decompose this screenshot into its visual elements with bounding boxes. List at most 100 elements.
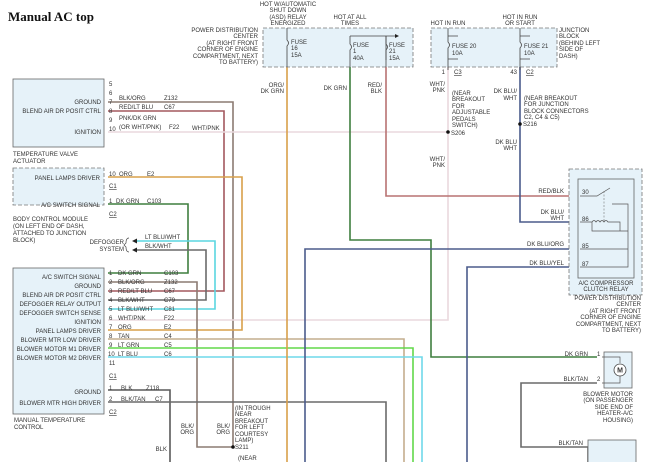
fuse-icon	[385, 36, 388, 67]
component-label: MANUAL TEMPERATURE	[14, 418, 85, 424]
diagram-label: ORG	[180, 430, 194, 436]
diagram-label: (ON PASSENGER	[583, 398, 633, 404]
diagram-label: BLK/	[181, 424, 194, 430]
diagram-label: WHT	[503, 96, 517, 102]
diagram-label: C103	[164, 271, 179, 277]
diagram-label: PANEL LAMPS DRIVER	[36, 329, 102, 335]
diagram-label: S216	[523, 122, 538, 128]
component-label: ATTACHED TO JUNCTION	[13, 231, 86, 237]
wire-dk-blu-wht	[519, 67, 576, 223]
diagram-label: HOT W/AUTOMATIC	[260, 2, 317, 8]
wire-label: PNK/DK GRN	[119, 116, 156, 122]
diagram-label: 1	[597, 352, 601, 358]
wire-label: (OR WHT/PNK)	[119, 125, 161, 131]
wire-blk-tan-c7	[108, 401, 387, 462]
diagram-label: BLK/TAN	[558, 441, 583, 447]
splice-s206: (NEAR BREAKOUT FOR ADJUSTABLE PEDALS SWI…	[430, 91, 491, 169]
wire-org-e2	[108, 176, 243, 331]
motor-icon	[613, 363, 627, 377]
component-label: BODY CONTROL MODULE	[13, 217, 88, 223]
diagram-label: PNK	[433, 163, 445, 169]
diagram-label: SIDE END OF	[595, 405, 634, 411]
wire-label: LT BLU/WHT	[145, 235, 180, 241]
pin-number: 10	[109, 127, 116, 133]
diagram-label: ORG	[118, 325, 132, 331]
diagram-label: 2	[109, 280, 113, 286]
diagram-label: BLOWER MTR LOW DRIVER	[21, 338, 102, 344]
diagram-label: 5	[109, 307, 113, 313]
diagram-label: (BEHIND LEFT	[559, 41, 600, 47]
diagram-label: BLK	[121, 386, 132, 392]
diagram-label: FUSE 20	[452, 44, 477, 50]
wire-dk-grn-c103	[108, 203, 189, 274]
diagram-label: FUSE	[291, 40, 307, 46]
diagram-label: DK GRN	[565, 352, 588, 358]
diagram-label: RED/LT BLU	[118, 289, 152, 295]
diagram-label: 10	[108, 352, 115, 358]
diagram-label: (AT RIGHT FRONT	[206, 41, 258, 47]
diagram-label: BLK	[156, 447, 167, 453]
diagram-label: TIMES	[341, 21, 359, 27]
diagram-label: FOR	[452, 104, 465, 110]
diagram-label: DK GRN	[118, 271, 141, 277]
diagram-label: F22	[164, 316, 175, 322]
body-control-module: PANEL LAMPS DRIVER 10 ORG E2 C1 A/C SWIT…	[12, 167, 162, 244]
fuse-icon	[519, 28, 530, 70]
diagram-label: 3	[109, 289, 113, 295]
diagram-label: 10A	[524, 51, 535, 57]
diagram-label: BLK/ORG	[118, 280, 145, 286]
wire-label: BLK/ORG	[119, 96, 146, 102]
diagram-label: SIDE OF	[559, 47, 583, 53]
arrow-left-icon	[132, 247, 137, 253]
diagram-label: TO BATTERY)	[219, 60, 258, 66]
mtc-pins: A/C SWITCH SIGNAL 1 DK GRN C103 GROUND 2 BLK/…	[17, 271, 179, 416]
diagram-label: CLUTCH RELAY	[583, 287, 628, 293]
pin-name: PANEL LAMPS DRIVER	[35, 176, 101, 182]
diagram-label: 1	[442, 70, 446, 76]
diagram-label: BLOWER MOTOR	[583, 392, 634, 398]
pin-name: IGNITION	[74, 130, 101, 136]
circuit-label: C103	[147, 199, 162, 205]
diagram-label: 87	[582, 262, 589, 268]
diagram-label: 9	[109, 343, 113, 349]
diagram-title: Manual AC top	[8, 9, 94, 24]
diagram-label: JUNCTION	[559, 28, 589, 34]
arrow-left-icon	[132, 238, 137, 244]
diagram-label: C81	[164, 307, 176, 313]
pin-number: 1	[109, 199, 113, 205]
diagram-label: 11	[109, 361, 116, 367]
wire-lt-blu-c6	[108, 356, 423, 462]
diagram-label: 30	[582, 190, 589, 196]
wires	[108, 62, 597, 462]
diagram-label: C2, C4 & C5)	[524, 115, 560, 121]
diagram-label: CORNER OF ENGINE	[197, 47, 258, 53]
connector-label: C2	[109, 212, 117, 218]
diagram-label: PEDALS	[452, 117, 476, 123]
diagram-label: HOUSING)	[603, 418, 633, 424]
diagram-label: ORG/	[269, 83, 285, 89]
diagram-label: BLK/TAN	[563, 377, 588, 383]
relay-coil-icon	[591, 220, 621, 231]
splice-s216-dot	[518, 122, 522, 126]
diagram-label: DK BLU	[495, 140, 517, 146]
diagram-label: COMPARTMENT, NEXT	[193, 54, 258, 60]
diagram-label: FOR JUNCTION	[524, 102, 569, 108]
diagram-label: BLK	[371, 89, 382, 95]
diagram-label: FUSE 21	[524, 44, 549, 50]
wire-blk-org-z132	[108, 101, 234, 447]
diagram-label: 15A	[291, 53, 302, 59]
diagram-label: 43	[510, 70, 517, 76]
diagram-label: BLOCK CONNECTORS	[524, 109, 589, 115]
junction-block: HOT IN RUN HOT IN RUN OR START JUNCTION …	[430, 15, 601, 102]
diagram-label: BLOWER MTR HIGH DRIVER	[19, 401, 101, 407]
diagram-label: ORG	[216, 430, 230, 436]
diagram-label: FUSE	[389, 43, 405, 49]
circuit-label: Z132	[164, 96, 178, 102]
diagram-label: C3	[454, 70, 462, 76]
diagram-label: HOT AT ALL	[333, 15, 367, 21]
pin-number: 10	[109, 172, 116, 178]
power-distribution-center-fuses: POWER DISTRIBUTION CENTER (AT RIGHT FRON…	[191, 2, 414, 95]
